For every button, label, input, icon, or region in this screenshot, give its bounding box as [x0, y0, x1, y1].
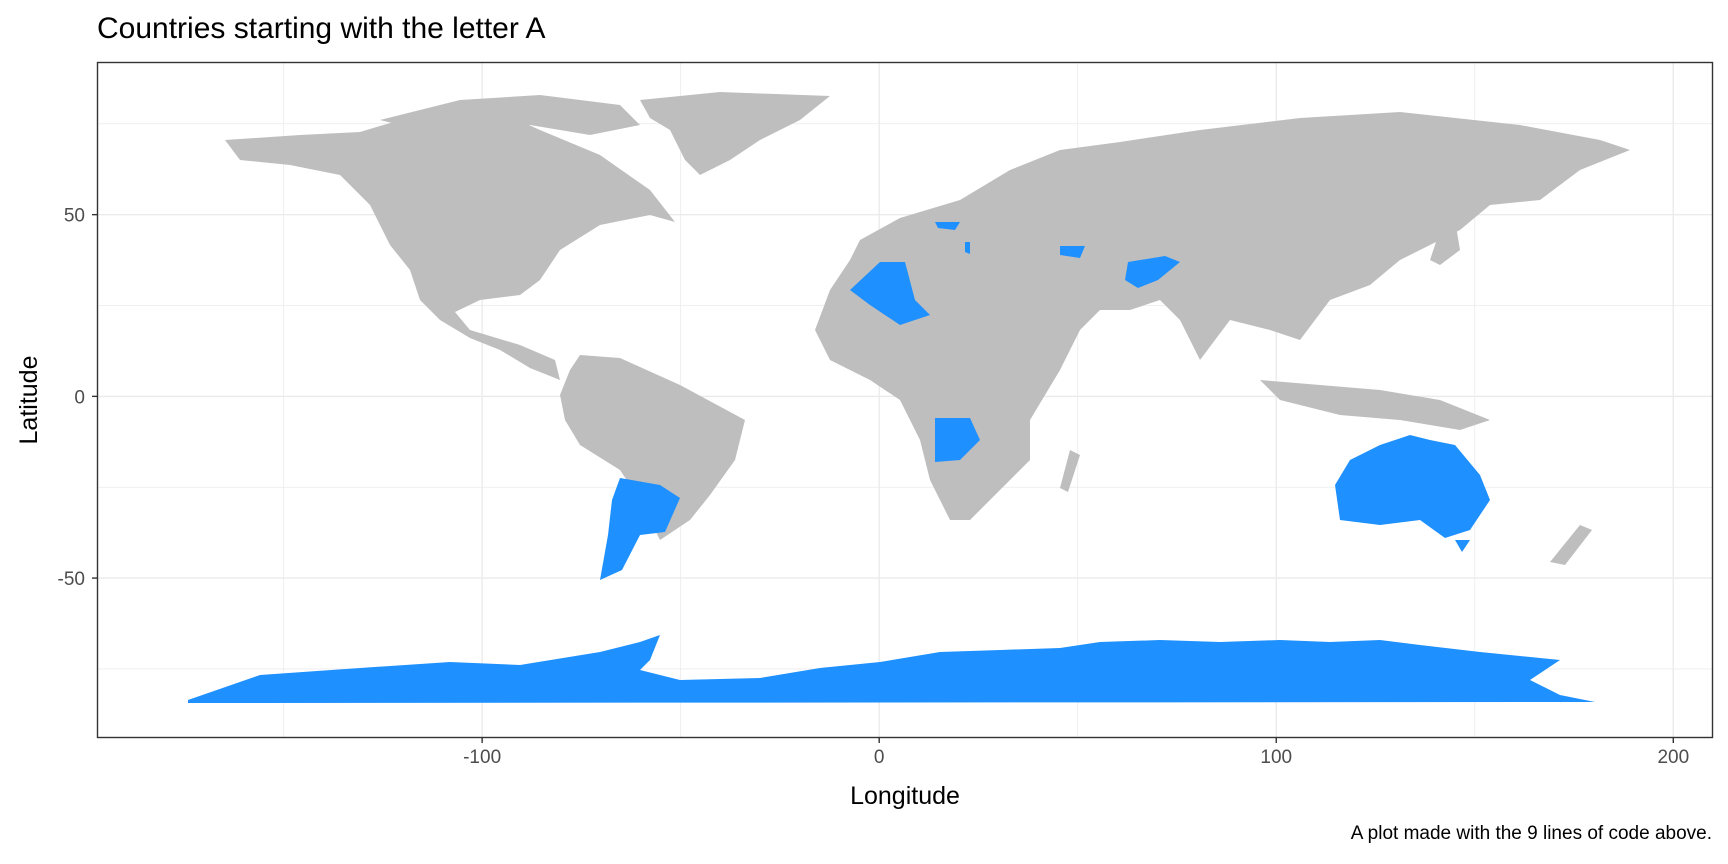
country-antarctica — [188, 635, 1595, 703]
y-axis-title: Latitude — [15, 356, 43, 445]
country-australia — [1335, 435, 1490, 538]
land-japan — [1430, 220, 1460, 265]
land-new-zealand — [1550, 525, 1592, 565]
axis-ticks — [92, 213, 1674, 743]
country-argentina — [600, 478, 680, 580]
land-madagascar — [1060, 450, 1080, 492]
y-tick-label: 50 — [64, 206, 85, 227]
country-afghanistan — [1125, 256, 1180, 288]
country-armenia-azerbaijan — [1060, 246, 1085, 258]
country-albania — [965, 242, 970, 254]
land-greenland — [640, 92, 830, 175]
plot-caption: A plot made with the 9 lines of code abo… — [1350, 823, 1712, 844]
x-tick-label: 200 — [1657, 747, 1689, 768]
land-north-america — [225, 108, 675, 380]
country-algeria — [850, 262, 930, 325]
land-layer — [225, 92, 1630, 565]
y-tick-label: 0 — [74, 387, 85, 408]
land-canadian-arctic — [380, 95, 640, 135]
x-tick-label: 100 — [1260, 747, 1292, 768]
land-south-america — [560, 355, 745, 540]
land-eurasia-africa — [815, 112, 1630, 520]
country-tasmania — [1455, 540, 1470, 552]
highlight-layer — [188, 222, 1595, 703]
x-axis-title: Longitude — [850, 782, 960, 810]
x-tick-label: 0 — [874, 747, 885, 768]
panel-border — [96, 61, 1714, 739]
country-angola — [935, 418, 980, 462]
country-austria — [935, 222, 960, 230]
chart-title: Countries starting with the letter A — [97, 12, 546, 45]
land-se-asia-islands — [1260, 380, 1490, 430]
y-tick-label: -50 — [58, 569, 85, 590]
x-tick-label: -100 — [463, 747, 501, 768]
